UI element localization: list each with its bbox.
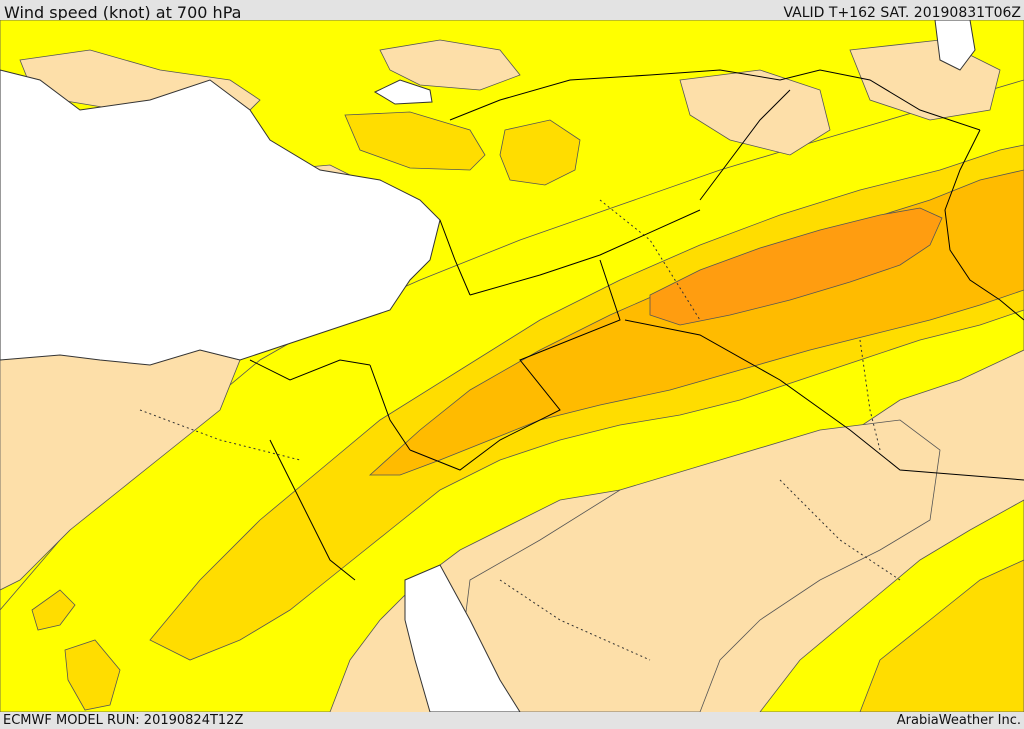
border-syria-iraq [699,89,791,201]
header-bar: Wind speed (knot) at 700 hPa VALID T+162… [0,0,1024,22]
band-lowest-patch-northeast [679,69,831,156]
credit-label: ArabiaWeather Inc. [896,713,1021,728]
province-boundary-5 [859,339,881,451]
border-syria-jordan [469,209,701,296]
band-lowest-patches [19,39,1001,196]
sea-black-sea-inlet [373,79,433,105]
valid-time-label: VALID T+162 SAT. 20190831T06Z [783,5,1021,21]
province-boundary-2 [599,199,701,321]
band-highest-jet-max [649,207,943,326]
wind-speed-map [0,20,1024,712]
border-iraq-saudi [624,319,1024,481]
band-mid-southeast-patch [859,559,1024,712]
band-mid-iraq-patch [499,119,581,186]
band-mid-west-blob [31,589,76,631]
province-boundary-1 [139,409,301,461]
band-lowest-patch-north-center [379,39,521,91]
band-mid-syria-patch [344,111,486,171]
sea-caspian-corner [934,20,976,71]
border-egypt-sudan-south [269,439,356,581]
map-title: Wind speed (knot) at 700 hPa [4,3,242,22]
band-lowest-arabia [459,419,941,712]
border-levant-coast [439,219,471,296]
country-borders [249,69,1024,581]
border-iraq-iran [944,129,1024,321]
band-mid-southwest-blob [64,639,121,711]
sea-red-sea [404,564,521,712]
border-turkey-syria [449,69,981,131]
footer-bar: ECMWF MODEL RUN: 20190824T12Z ArabiaWeat… [0,712,1024,729]
province-boundaries [139,199,901,661]
border-jordan-saudi [409,259,621,471]
sea-mediterranean [0,69,441,366]
border-egypt-israel [369,364,411,451]
border-egypt-sudan [249,359,371,381]
model-run-label: ECMWF MODEL RUN: 20190824T12Z [3,713,244,728]
